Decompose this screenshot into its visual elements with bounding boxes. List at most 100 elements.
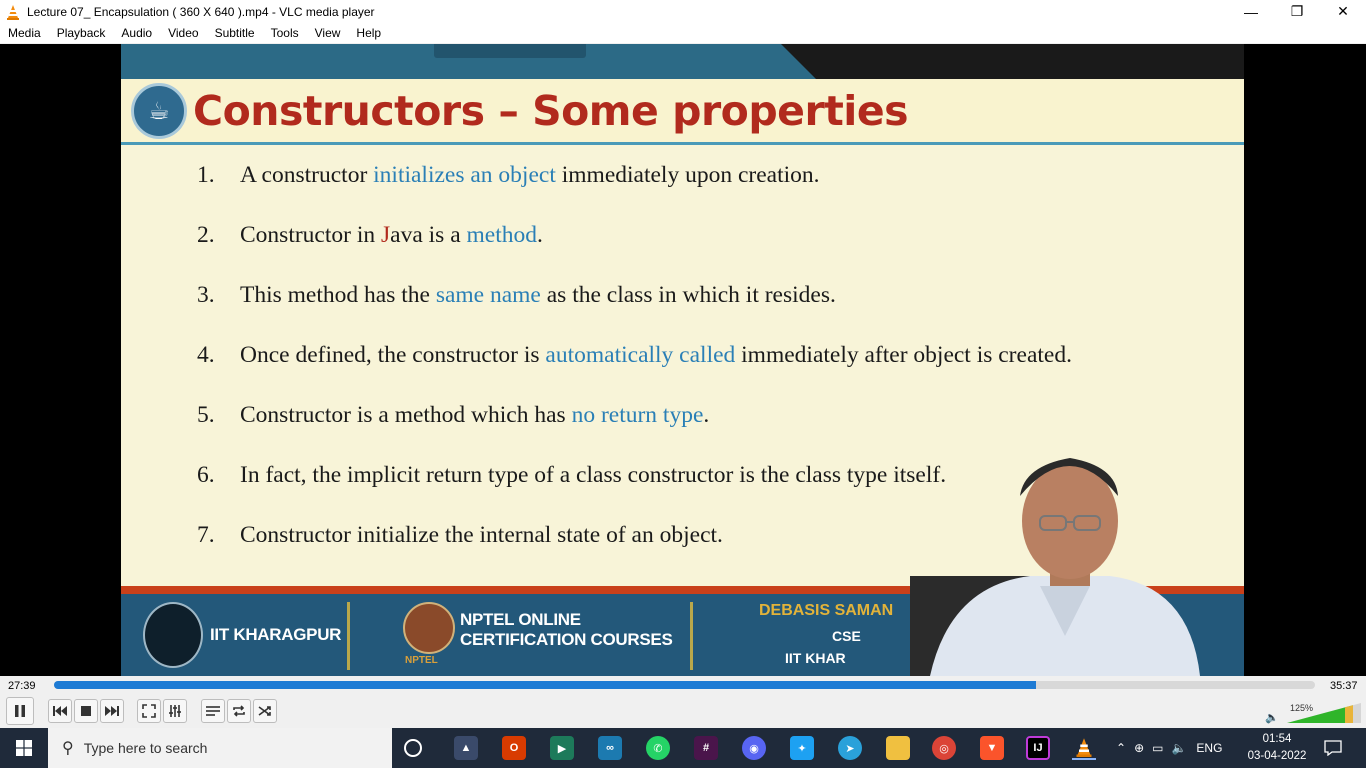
java-logo-icon: ☕ [131, 83, 187, 139]
chrome-icon[interactable]: ◎ [932, 736, 956, 760]
volume-slider[interactable] [1287, 703, 1361, 723]
player-controls: 27:39 35:37 🔈 125% [0, 676, 1366, 728]
video-area[interactable]: ☕ Constructors – Some properties 1. A con… [0, 44, 1366, 676]
windows-logo-icon [16, 740, 32, 756]
maximize-button[interactable]: ❐ [1290, 3, 1304, 19]
stop-button[interactable] [74, 699, 98, 723]
vlc-cone-icon [7, 4, 19, 20]
menu-view[interactable]: View [314, 26, 341, 40]
property-text: Constructor in [240, 222, 381, 248]
property-number: 5. [197, 402, 215, 428]
minimize-button[interactable]: — [1244, 3, 1258, 20]
loop-icon [233, 705, 245, 717]
window-title: Lecture 07_ Encapsulation ( 360 X 640 ).… [27, 4, 375, 19]
property-number: 6. [197, 462, 215, 488]
property-item: 3. This method has the same name as the c… [197, 282, 836, 309]
shuffle-button[interactable] [253, 699, 277, 723]
app-icon[interactable]: ▶ [550, 736, 574, 760]
property-highlight: method [466, 222, 538, 248]
property-text: Constructor initialize the internal stat… [240, 522, 723, 548]
matlab-icon[interactable]: ▲ [454, 736, 478, 760]
office-icon[interactable]: O [502, 736, 526, 760]
property-highlight: J [381, 222, 391, 248]
menu-help[interactable]: Help [356, 26, 382, 40]
cortana-icon[interactable] [404, 739, 422, 757]
nptel-label: NPTEL ONLINE CERTIFICATION COURSES [460, 610, 673, 650]
close-button[interactable]: ✕ [1337, 3, 1349, 19]
property-text: Constructor is a method which has [240, 402, 572, 428]
twitter-icon[interactable]: ✦ [790, 736, 814, 760]
windows-taskbar: ⚲ Type here to search ▲ O ▶ ∞ ✆ # ◉ ✦ ➤ … [0, 728, 1366, 768]
property-highlight: automatically called [545, 342, 736, 368]
seek-progress [54, 681, 1037, 689]
system-clock[interactable]: 01:54 03-04-2022 [1247, 731, 1307, 765]
property-item: 6. In fact, the implicit return type of a… [197, 462, 946, 489]
presenter-figure [910, 458, 1200, 676]
property-number: 4. [197, 342, 215, 368]
speaker-dept: CSE [832, 628, 861, 644]
property-item: 2. Constructor in Java is a method. [197, 222, 543, 249]
stop-icon [81, 706, 91, 716]
property-item: 5. Constructor is a method which has no r… [197, 402, 709, 429]
nptel-logo-label: NPTEL [405, 655, 438, 666]
elapsed-time: 27:39 [8, 680, 36, 692]
seek-bar[interactable] [54, 681, 1315, 689]
property-highlight: initializes an object [373, 162, 556, 188]
property-item: 1. A constructor initializes an object im… [197, 162, 820, 189]
chevron-up-icon[interactable]: ⌃ [1116, 741, 1127, 755]
slide-title: Constructors – Some properties [193, 87, 909, 135]
skip-back-icon [53, 706, 67, 716]
clock-time: 01:54 [1262, 733, 1292, 745]
footer-accent-line [121, 586, 1244, 594]
fullscreen-icon [142, 704, 156, 718]
volume-icon[interactable]: 🔈 [1171, 741, 1187, 755]
arduino-icon[interactable]: ∞ [598, 736, 622, 760]
taskbar-search[interactable]: ⚲ Type here to search [48, 728, 392, 768]
discord-icon[interactable]: ◉ [742, 736, 766, 760]
playlist-button[interactable] [201, 699, 225, 723]
speaker-icon[interactable]: 🔈 [1265, 712, 1279, 724]
telegram-icon[interactable]: ➤ [838, 736, 862, 760]
shuffle-icon [258, 706, 271, 716]
menu-bar: Media Playback Audio Video Subtitle Tool… [0, 23, 1366, 44]
previous-button[interactable] [48, 699, 72, 723]
property-highlight: same name [435, 282, 541, 308]
property-text: immediately upon creation. [555, 162, 820, 188]
whatsapp-icon[interactable]: ✆ [646, 736, 670, 760]
notifications-button[interactable] [1324, 728, 1342, 768]
globe-icon[interactable]: ⊕ [1134, 741, 1145, 755]
footer-divider [690, 602, 693, 670]
property-number: 7. [197, 522, 215, 548]
file-explorer-icon[interactable] [886, 736, 910, 760]
menu-subtitle[interactable]: Subtitle [214, 26, 255, 40]
menu-video[interactable]: Video [168, 26, 199, 40]
start-button[interactable] [0, 728, 48, 768]
property-text: ava is a [390, 222, 467, 248]
menu-tools[interactable]: Tools [270, 26, 299, 40]
extended-settings-button[interactable] [163, 699, 187, 723]
property-item: 7. Constructor initialize the internal st… [197, 522, 723, 549]
menu-audio[interactable]: Audio [121, 26, 153, 40]
next-button[interactable] [100, 699, 124, 723]
playlist-icon [206, 706, 220, 716]
brave-icon[interactable]: ▼ [980, 736, 1004, 760]
speaker-institute: IIT KHAR [785, 650, 846, 666]
battery-icon[interactable]: ▭ [1152, 741, 1164, 755]
property-text: . [703, 402, 710, 428]
menu-media[interactable]: Media [8, 26, 41, 40]
slide-top-dark-band [781, 44, 1244, 79]
language-indicator[interactable]: ENG [1196, 741, 1223, 755]
pause-button[interactable] [6, 697, 34, 725]
intellij-icon[interactable]: IJ [1026, 736, 1050, 760]
footer-divider [347, 602, 350, 670]
menu-playback[interactable]: Playback [56, 26, 106, 40]
search-icon: ⚲ [62, 740, 74, 757]
slack-icon[interactable]: # [694, 736, 718, 760]
loop-button[interactable] [227, 699, 251, 723]
notification-icon [1324, 740, 1342, 756]
property-number: 1. [197, 162, 215, 188]
fullscreen-button[interactable] [137, 699, 161, 723]
search-placeholder: Type here to search [83, 740, 208, 756]
vlc-taskbar-icon[interactable] [1072, 736, 1096, 760]
property-text: as the class in which it resides. [540, 282, 836, 308]
